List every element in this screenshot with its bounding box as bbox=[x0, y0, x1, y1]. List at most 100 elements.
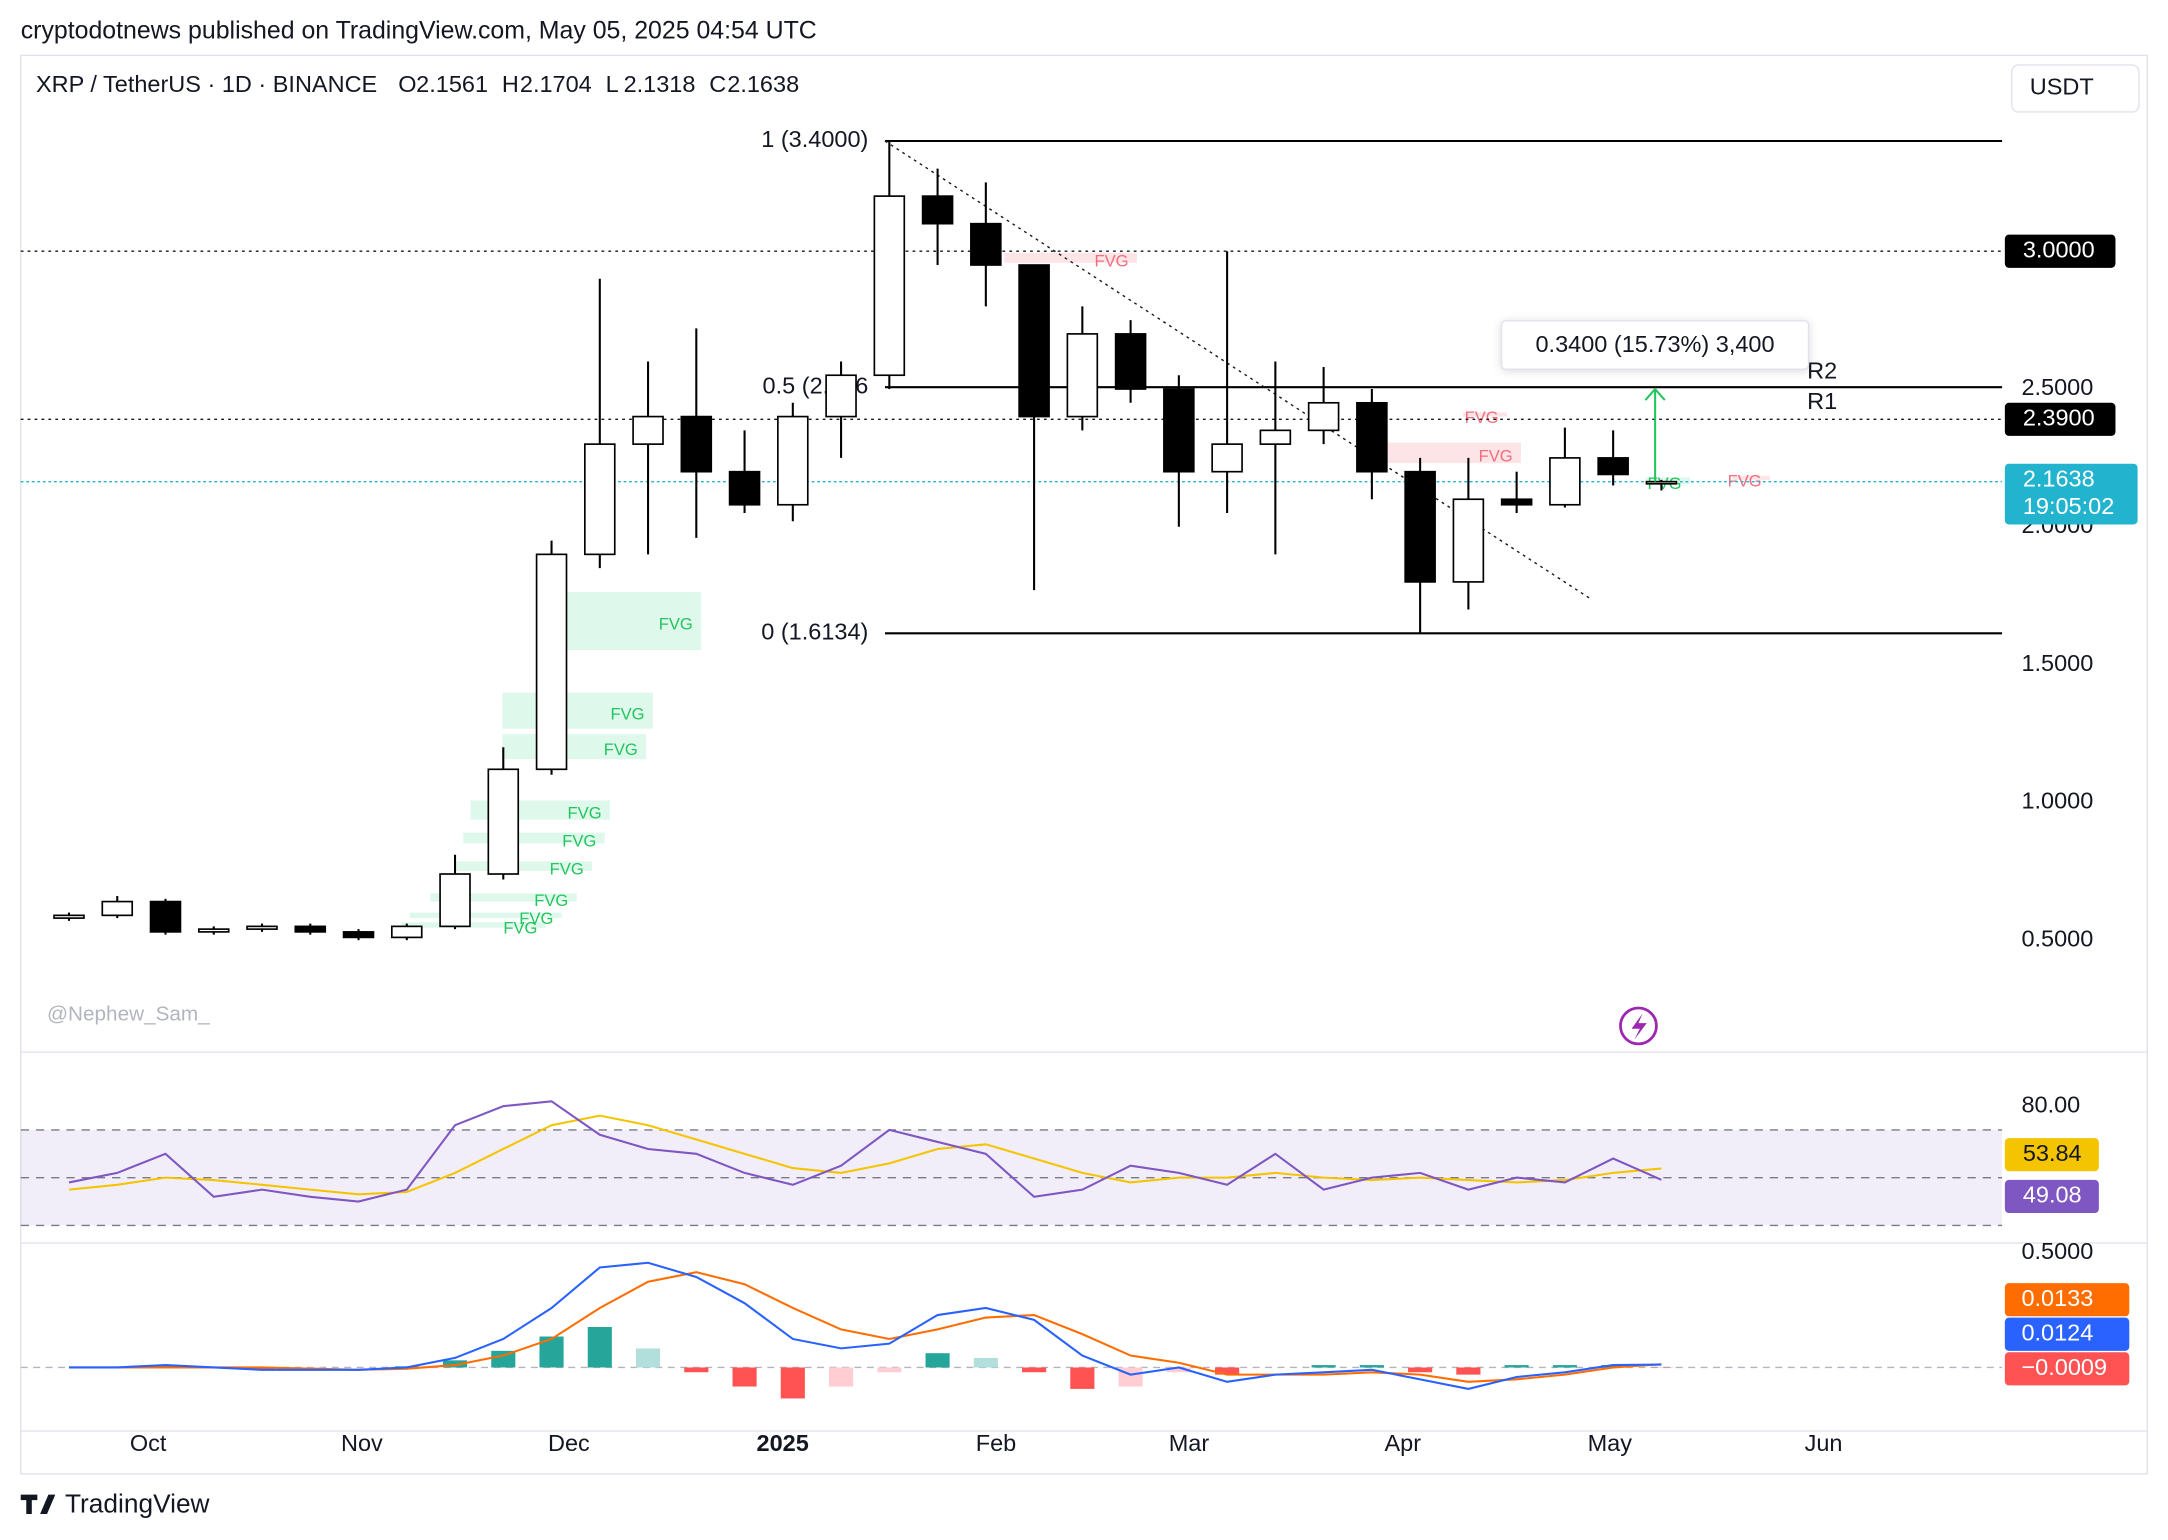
macd-histogram-bar bbox=[1408, 1367, 1433, 1373]
candle-body bbox=[197, 928, 230, 933]
macd-histogram-bar bbox=[829, 1367, 854, 1387]
price-badge-label: 3.0000 bbox=[2023, 236, 2095, 262]
macd-histogram-bar bbox=[1504, 1365, 1529, 1368]
candle-body bbox=[1549, 457, 1581, 506]
fvg-label: FVG bbox=[659, 614, 693, 633]
ohlc-key: H bbox=[502, 71, 519, 97]
x-tick-label: 2025 bbox=[757, 1430, 809, 1456]
ohlc-value: 2.1318 bbox=[624, 71, 696, 97]
candle-body bbox=[777, 415, 809, 506]
macd-histogram-bar bbox=[1311, 1365, 1336, 1368]
candle-body bbox=[294, 925, 327, 933]
candle-body bbox=[1066, 333, 1099, 418]
macd-histogram-bar bbox=[925, 1353, 950, 1368]
ohlc-value: 2.1704 bbox=[520, 71, 592, 97]
candle-body bbox=[632, 415, 664, 445]
macd-histogram-bar bbox=[1022, 1367, 1047, 1373]
x-tick-label: May bbox=[1588, 1430, 1633, 1456]
candle-body bbox=[1211, 443, 1243, 473]
candle-body bbox=[487, 768, 520, 875]
candle-body bbox=[921, 195, 954, 225]
published-note: cryptodotnews published on TradingView.c… bbox=[21, 16, 817, 44]
macd-histogram-bar bbox=[684, 1367, 709, 1373]
rsi-badge bbox=[2004, 1179, 2099, 1214]
fvg-zone bbox=[502, 692, 653, 729]
fvg-zone bbox=[456, 861, 593, 871]
macd-histogram-bar bbox=[1070, 1367, 1095, 1389]
candle-body bbox=[390, 925, 423, 939]
measure-arrowhead bbox=[1644, 387, 1666, 401]
fvg-zone bbox=[1463, 412, 1507, 417]
fvg-zone bbox=[502, 734, 647, 760]
footer-brand: TradingView bbox=[65, 1489, 211, 1519]
candle-body bbox=[535, 553, 568, 771]
watermark: @Nephew_Sam_ bbox=[47, 1002, 210, 1025]
fvg-zone bbox=[409, 912, 562, 919]
fvg-zone bbox=[1382, 442, 1521, 464]
fvg-label: FVG bbox=[568, 804, 602, 823]
candle-body bbox=[1452, 498, 1485, 583]
y-tick-label: 2.5000 bbox=[2021, 374, 2093, 400]
fvg-zone bbox=[1645, 477, 1690, 485]
macd-badge bbox=[2004, 1283, 2130, 1317]
fvg-zone bbox=[1004, 252, 1137, 263]
fvg-label: FVG bbox=[503, 919, 537, 938]
fvg-label: FVG bbox=[519, 909, 553, 928]
candle-body bbox=[970, 222, 1002, 266]
fib-label: 1 (3.4000) bbox=[761, 126, 868, 152]
macd-badge-label: 0.0133 bbox=[2021, 1285, 2093, 1311]
rsi-line bbox=[68, 1114, 1662, 1196]
macd-histogram-bar bbox=[153, 1365, 178, 1368]
macd-histogram-bar bbox=[442, 1360, 468, 1368]
rsi-badge-label: 53.84 bbox=[2023, 1140, 2082, 1166]
level-label: R1 bbox=[1807, 388, 1837, 414]
macd-badge bbox=[2004, 1317, 2130, 1351]
candle-body bbox=[1307, 401, 1340, 432]
rsi-line bbox=[68, 1100, 1662, 1203]
rsi-badge-label: 49.08 bbox=[2023, 1182, 2082, 1208]
x-tick-label: Dec bbox=[548, 1430, 590, 1456]
y-tick-label: 0.5000 bbox=[2021, 925, 2093, 951]
fvg-label: FVG bbox=[610, 704, 644, 723]
macd-histogram-bar bbox=[635, 1348, 661, 1368]
macd-histogram-bar bbox=[249, 1367, 275, 1370]
candle-body bbox=[1404, 470, 1436, 583]
price-badge-label: 2.1638 bbox=[2023, 465, 2095, 491]
candle-body bbox=[873, 195, 906, 377]
candle-body bbox=[439, 873, 471, 928]
measure-box bbox=[1500, 320, 1810, 370]
macd-tick-label: 0.5000 bbox=[2021, 1238, 2093, 1264]
macd-badge-label: −0.0009 bbox=[2021, 1354, 2107, 1380]
macd-histogram-bar bbox=[732, 1367, 757, 1387]
macd-histogram-bar bbox=[780, 1367, 805, 1399]
chart-frame bbox=[20, 54, 2148, 1475]
macd-histogram-bar bbox=[973, 1357, 998, 1368]
fvg-label: FVG bbox=[550, 860, 584, 879]
x-tick-label: Feb bbox=[976, 1430, 1016, 1456]
fvg-label: FVG bbox=[534, 891, 568, 910]
rsi-badge bbox=[2004, 1138, 2099, 1172]
candle-body bbox=[825, 374, 857, 418]
currency-label[interactable]: USDT bbox=[2030, 74, 2094, 100]
symbol-label: XRP / TetherUS · 1D · BINANCE bbox=[36, 71, 377, 97]
candle-body bbox=[53, 914, 85, 919]
macd-histogram-bar bbox=[1601, 1365, 1626, 1368]
macd-histogram-bar bbox=[877, 1367, 902, 1373]
ohlc-key: C bbox=[709, 71, 726, 97]
fvg-label: FVG bbox=[1479, 446, 1513, 465]
candle-body bbox=[1163, 388, 1195, 473]
lightning-icon bbox=[1619, 1006, 1658, 1046]
macd-histogram-bar bbox=[587, 1327, 612, 1368]
candle-body bbox=[342, 931, 375, 939]
rsi-tick-label: 80.00 bbox=[2021, 1091, 2080, 1117]
x-tick-label: Nov bbox=[341, 1430, 383, 1456]
macd-histogram-bar bbox=[1456, 1367, 1481, 1375]
currency-button[interactable] bbox=[2011, 64, 2140, 113]
candle-body bbox=[149, 900, 182, 933]
ohlc-value: 2.1561 bbox=[416, 71, 488, 97]
candle-body bbox=[1114, 333, 1147, 390]
ohlc-key: L bbox=[606, 71, 619, 97]
candle-body bbox=[1645, 480, 1678, 485]
